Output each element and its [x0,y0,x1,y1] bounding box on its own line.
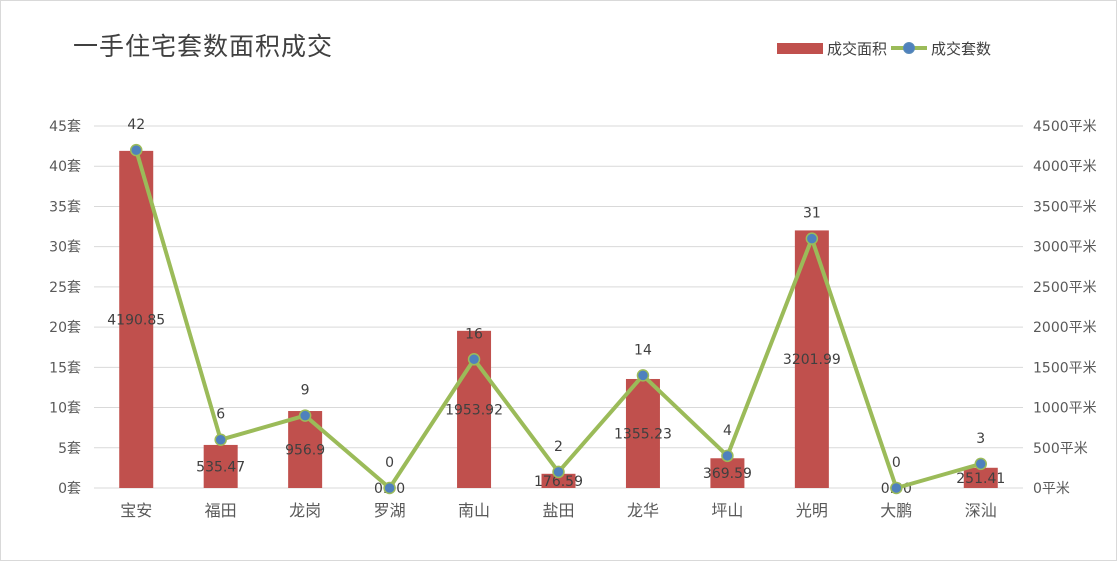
y-right-tick-label: 1000平米 [1033,401,1097,417]
y-right-tick-label: 3500平米 [1033,199,1097,215]
y-right-tick-label: 0平米 [1033,481,1070,497]
y-left-tick-label: 0套 [58,481,81,497]
bar-data-label: 956.9 [285,443,325,459]
line-成交套数 [134,149,982,490]
y-right-tick-label: 2500平米 [1033,280,1097,296]
line-data-label: 3 [976,431,985,447]
line-data-label: 2 [554,439,563,455]
bar-data-label: 369.59 [703,466,752,482]
line-data-label: 14 [634,342,652,358]
line-data-label: 9 [301,383,310,399]
x-tick-label: 光明 [796,501,828,520]
bar-成交面积 [710,458,745,488]
x-tick-label: 大鹏 [880,501,912,520]
line-point [974,457,988,471]
y-left-tick-label: 40套 [49,159,81,175]
y-right-tick-label: 1500平米 [1033,360,1097,376]
bar-data-label: 4190.85 [107,312,165,328]
x-tick-label: 深汕 [965,501,997,520]
x-tick-label: 南山 [458,501,490,520]
line-data-label: 0 [892,455,901,471]
x-tick-label: 龙华 [627,501,659,520]
bar-成交面积 [541,473,576,488]
bar-data-label: 3201.99 [783,352,841,368]
line-data-label: 6 [216,407,225,423]
x-tick-label: 罗湖 [374,501,406,520]
line-point [721,449,734,463]
bar-data-label: 176.59 [534,474,583,490]
y-left-tick-label: 35套 [49,199,81,215]
y-right-tick-label: 500平米 [1033,441,1088,457]
y-left-tick-label: 45套 [49,119,81,135]
line-data-label: 42 [127,117,145,133]
y-right-tick-label: 4000平米 [1033,159,1097,175]
line-point [805,232,819,245]
legend-label-area: 成交面积 [827,39,888,58]
y-left-tick-label: 15套 [49,360,81,376]
line-data-label: 31 [803,206,821,222]
bar-成交面积 [203,444,238,488]
legend-swatch-area [777,42,823,54]
y-left-tick-label: 5套 [58,441,81,457]
bar-data-label: 1355.23 [614,426,672,442]
bar-data-label: 1953.92 [445,402,503,418]
line-data-label: 16 [465,326,483,342]
line-point [552,465,565,479]
line-data-label: 0 [385,455,394,471]
line-point [129,143,143,157]
x-tick-label: 坪山 [711,501,743,520]
bar-成交面积 [119,150,154,489]
legend-item-area: 成交面积 [777,38,887,59]
bar-data-label: 535.47 [196,459,245,475]
y-left-tick-label: 25套 [49,280,81,296]
line-point [383,481,396,495]
line-data-label: 4 [723,423,732,439]
legend-swatch-count [891,41,928,55]
line-point [636,369,650,382]
line-point [890,481,903,495]
x-tick-label: 龙岗 [289,501,321,520]
y-left-tick-label: 20套 [49,320,81,336]
x-tick-label: 福田 [205,501,237,520]
y-right-tick-label: 3000平米 [1033,240,1097,256]
legend: 成交面积 成交套数 [777,37,995,59]
y-right-tick-label: 2000平米 [1033,320,1097,336]
y-left-tick-label: 10套 [49,401,81,417]
line-point [467,353,481,366]
line-point [214,433,227,446]
line-point [298,409,312,422]
x-tick-label: 盐田 [542,501,574,520]
chart-title: 一手住宅套数面积成交 [73,32,334,61]
legend-item-count: 成交套数 [891,38,991,59]
legend-label-count: 成交套数 [931,39,992,58]
bar-data-label: 251.41 [956,471,1005,487]
y-left-tick-label: 30套 [49,240,81,256]
y-right-tick-label: 4500平米 [1033,119,1097,135]
bar-成交面积 [963,467,998,488]
bar-成交面积 [625,378,660,488]
x-tick-label: 宝安 [120,501,152,520]
